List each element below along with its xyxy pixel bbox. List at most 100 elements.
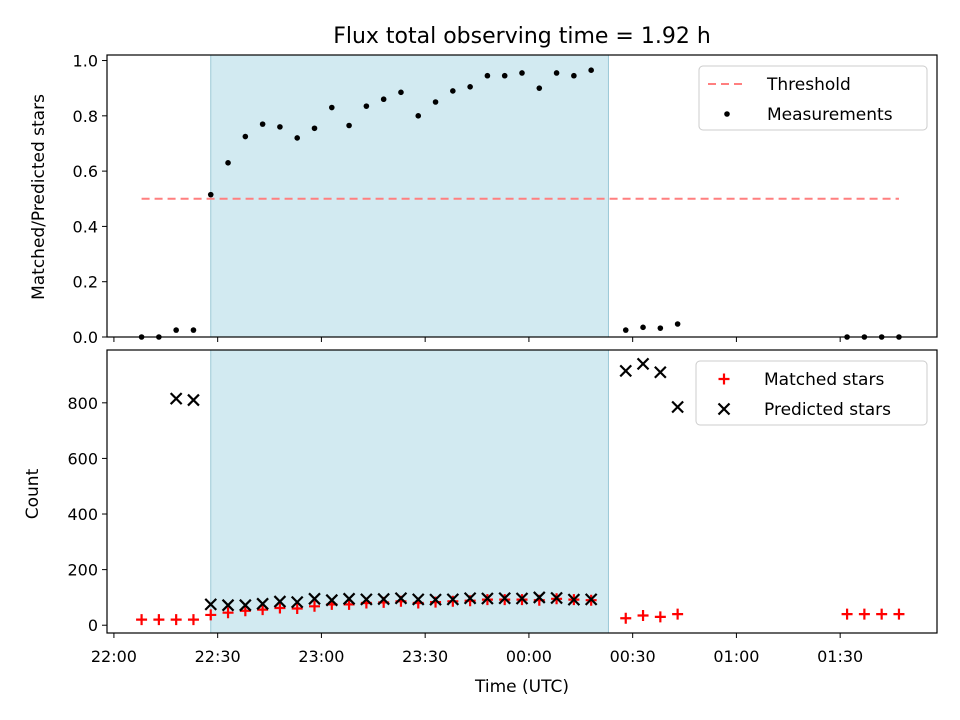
measurement-point bbox=[467, 83, 473, 90]
matched-star-point bbox=[858, 608, 870, 620]
legend-matched-key bbox=[718, 373, 730, 385]
bottom-ytick-label: 600 bbox=[67, 449, 98, 468]
predicted-star-point bbox=[169, 392, 183, 405]
measurement-point bbox=[657, 325, 664, 331]
measurement-point bbox=[519, 70, 525, 76]
matched-star-point bbox=[136, 614, 148, 626]
xtick-label: 01:00 bbox=[713, 647, 759, 666]
top-ytick-label: 0.2 bbox=[73, 273, 98, 292]
measurement-point bbox=[536, 85, 543, 91]
predicted-star-point bbox=[481, 592, 494, 605]
predicted-star-point bbox=[411, 593, 425, 606]
matched-star-point bbox=[309, 600, 320, 612]
predicted-star-point bbox=[290, 595, 304, 609]
top-ytick-label: 0.0 bbox=[73, 328, 98, 347]
top-ytick-label: 1.0 bbox=[73, 52, 98, 71]
predicted-star-point bbox=[308, 592, 321, 606]
matched-star-point bbox=[274, 602, 286, 614]
predicted-star-point bbox=[636, 357, 650, 371]
matched-star-point bbox=[291, 603, 303, 615]
predicted-star-point bbox=[239, 598, 252, 612]
matched-star-point bbox=[170, 614, 182, 626]
matched-star-point bbox=[876, 608, 888, 620]
legend-label: Threshold bbox=[766, 75, 851, 95]
predicted-star-point bbox=[429, 593, 442, 606]
measurement-point bbox=[640, 324, 646, 331]
bottom-panel: 0 200 400 600 800 22:00 22:30 23:00 23:30 00:00 00… bbox=[67, 349, 938, 666]
legend-measurement-key bbox=[724, 111, 730, 117]
top-shaded-region bbox=[210, 54, 609, 338]
measurement-point bbox=[225, 160, 231, 166]
matched-star-point bbox=[222, 607, 234, 619]
measurement-point bbox=[190, 327, 197, 333]
predicted-star-point bbox=[204, 598, 218, 611]
bottom-ytick-label: 400 bbox=[67, 505, 98, 524]
predicted-star-point bbox=[498, 591, 511, 605]
predicted-star-point bbox=[446, 593, 460, 606]
xtick-label: 23:00 bbox=[298, 647, 344, 666]
bottom-legend: Matched stars Predicted stars bbox=[695, 360, 928, 426]
matched-star-point bbox=[620, 612, 632, 624]
bottom-shaded-region bbox=[210, 349, 609, 634]
measurement-point bbox=[432, 99, 439, 105]
matched-star-point bbox=[637, 609, 649, 621]
bottom-ylabel: Count bbox=[23, 468, 43, 519]
predicted-star-point bbox=[463, 591, 477, 605]
measurement-point bbox=[207, 191, 214, 198]
matched-star-point bbox=[153, 614, 165, 626]
measurement-point bbox=[398, 89, 404, 96]
measurement-point bbox=[380, 96, 387, 103]
predicted-star-point bbox=[671, 400, 684, 414]
top-legend: Threshold Measurements bbox=[698, 65, 928, 131]
predicted-star-point bbox=[567, 593, 581, 606]
measurement-point bbox=[259, 121, 266, 127]
measurement-point bbox=[450, 88, 456, 94]
measurement-point bbox=[294, 135, 301, 141]
measurement-point bbox=[571, 72, 577, 79]
matched-star-point bbox=[187, 614, 199, 626]
matched-star-point bbox=[672, 608, 684, 620]
bottom-axes-frame bbox=[106, 349, 938, 634]
predicted-star-point bbox=[533, 591, 546, 604]
matched-star-point bbox=[893, 608, 905, 620]
matched-star-point bbox=[841, 608, 853, 620]
xtick-label: 22:30 bbox=[195, 647, 241, 666]
predicted-star-point bbox=[619, 364, 633, 378]
predicted-star-point bbox=[187, 393, 200, 407]
matched-star-point bbox=[239, 605, 251, 617]
measurement-point bbox=[328, 104, 335, 111]
legend-label: Matched stars bbox=[764, 370, 884, 390]
predicted-star-point bbox=[256, 597, 269, 611]
xtick-label: 23:30 bbox=[402, 647, 448, 666]
measurement-point bbox=[484, 72, 491, 79]
legend-predicted-key bbox=[717, 402, 731, 416]
bottom-ytick-label: 800 bbox=[67, 394, 98, 413]
top-axes-frame bbox=[106, 54, 938, 338]
measurement-point bbox=[277, 124, 283, 130]
measurement-point bbox=[501, 72, 508, 79]
predicted-star-point bbox=[550, 591, 563, 605]
measurement-point bbox=[415, 113, 422, 119]
measurement-point bbox=[588, 67, 594, 74]
predicted-star-point bbox=[584, 593, 598, 606]
bottom-ytick-label: 200 bbox=[67, 561, 98, 580]
top-ytick-label: 0.4 bbox=[73, 217, 98, 236]
measurement-point bbox=[311, 125, 318, 132]
predicted-star-point bbox=[342, 592, 356, 606]
matched-star-point bbox=[343, 598, 355, 610]
legend-box bbox=[698, 65, 928, 131]
matched-star-point bbox=[205, 609, 217, 621]
predicted-star-point bbox=[360, 593, 373, 606]
top-ylabel: Matched/Predicted stars bbox=[29, 94, 49, 300]
measurement-point bbox=[242, 133, 249, 140]
predicted-star-point bbox=[394, 591, 408, 605]
top-ytick-label: 0.6 bbox=[73, 162, 98, 181]
measurement-point bbox=[674, 321, 681, 327]
xtick-label: 01:30 bbox=[817, 647, 863, 666]
xlabel: Time (UTC) bbox=[474, 677, 569, 697]
measurement-point bbox=[363, 103, 370, 109]
matched-star-point bbox=[257, 604, 269, 616]
measurement-point bbox=[173, 327, 179, 333]
xtick-label: 22:00 bbox=[91, 647, 137, 666]
